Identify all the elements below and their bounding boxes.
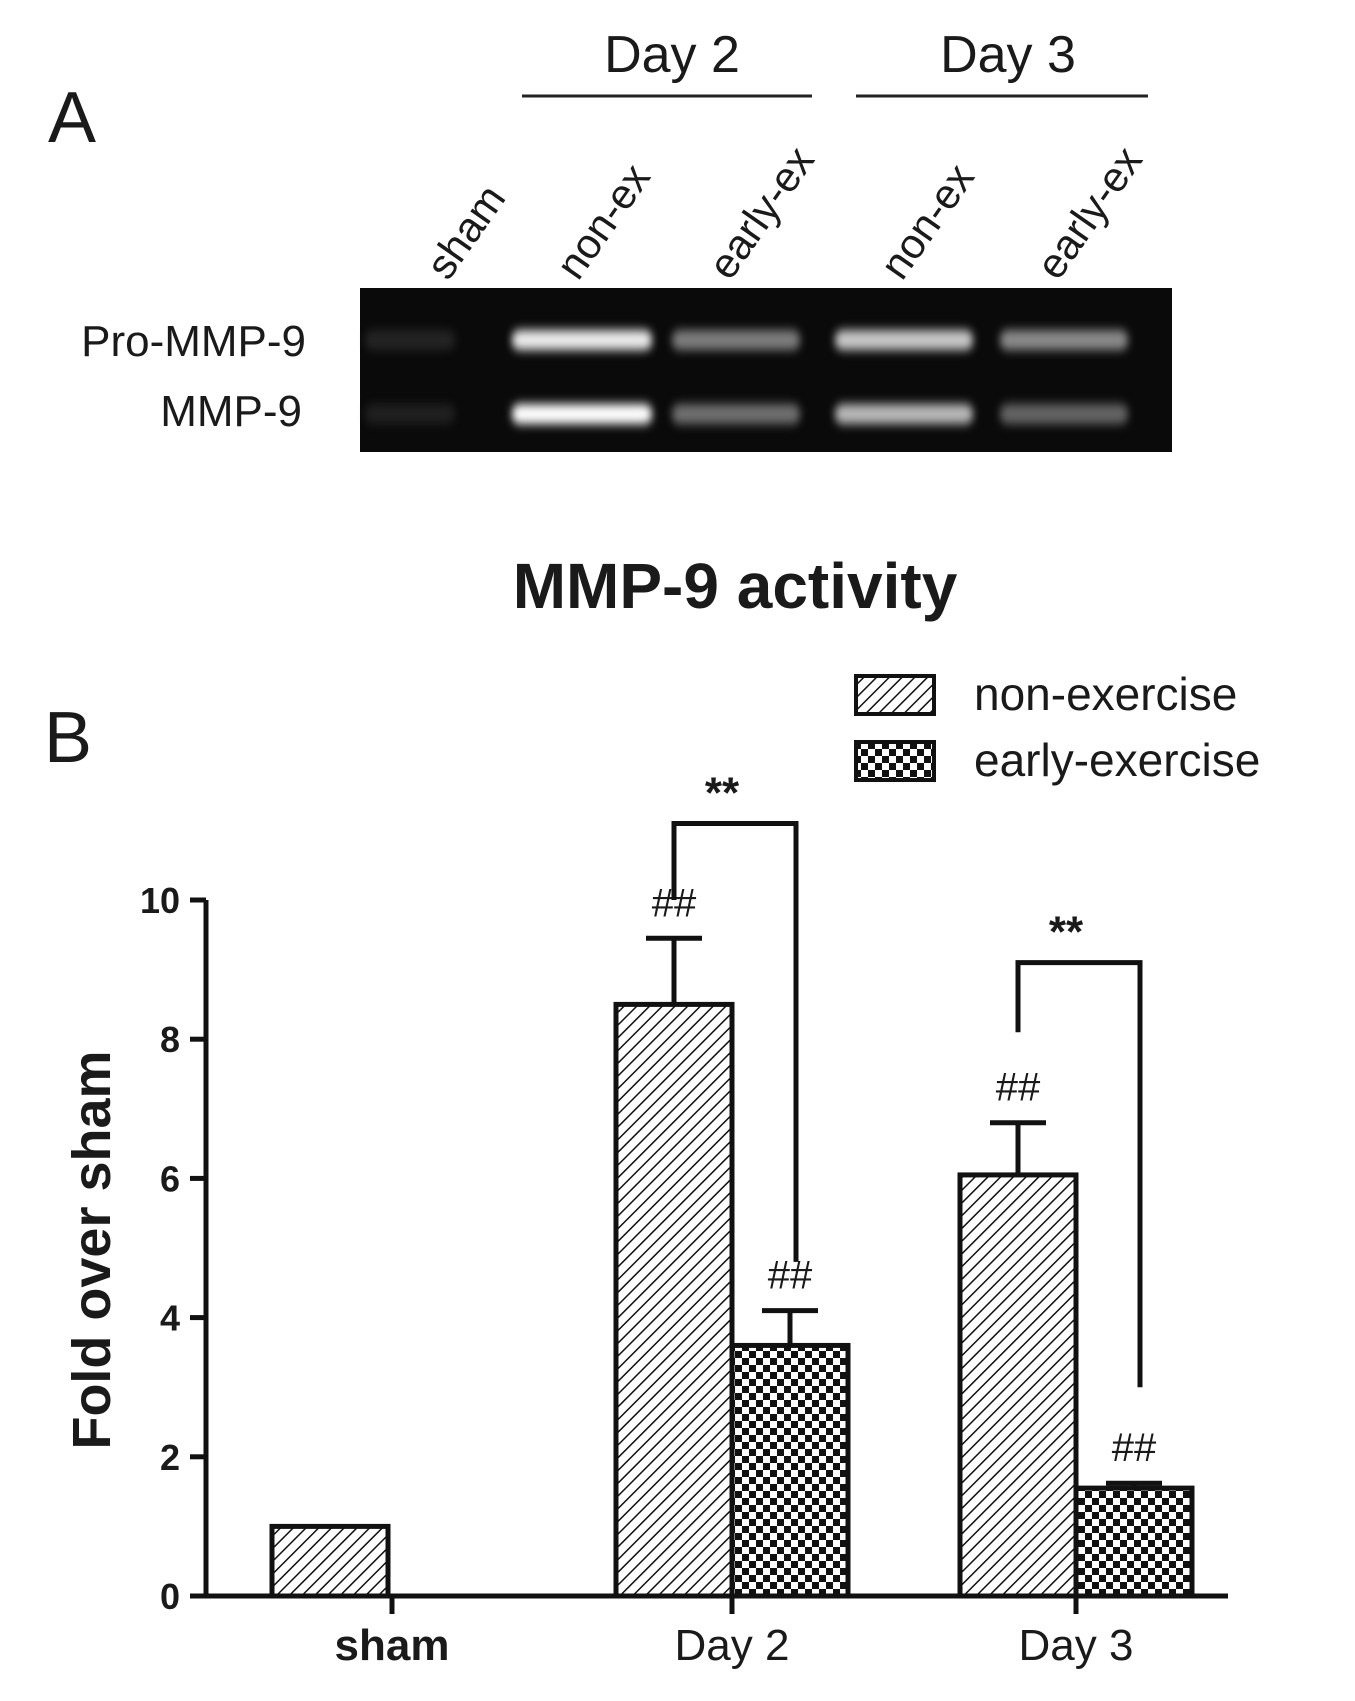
gel-band-2-mmp9: [512, 404, 652, 424]
significance-marker: **: [705, 768, 740, 817]
x-category-label-sham: sham: [335, 1621, 450, 1670]
chart-title: MMP-9 activity: [513, 550, 958, 622]
gel-band-2-pro-mmp9: [512, 330, 652, 350]
panel-a-letter: A: [48, 78, 96, 158]
band-label-mmp9: MMP-9: [160, 387, 302, 436]
gel-bands: [365, 330, 1128, 424]
gel-band-1-pro-mmp9: [365, 330, 455, 350]
band-label-pro-mmp9: Pro-MMP-9: [81, 317, 306, 366]
day3-group-label: Day 3: [940, 26, 1076, 84]
y-tick-label-4: 4: [160, 1298, 180, 1339]
hash-annotation: ##: [1112, 1426, 1157, 1470]
bar-non-exercise-day-2: [613, 1001, 735, 1599]
panel-b-letter: B: [44, 698, 92, 778]
lane-label-day3-early-ex: early-ex: [1027, 138, 1151, 287]
day2-group-label: Day 2: [604, 26, 740, 84]
y-tick-label-2: 2: [160, 1437, 180, 1478]
bar-non-exercise-sham: [269, 1523, 391, 1599]
x-category-label-day-2: Day 2: [675, 1621, 790, 1670]
bar-early-exercise-day-3: [1073, 1485, 1195, 1599]
y-tick-label-10: 10: [140, 880, 180, 921]
panel-a: A Day 2 Day 3 sham non-ex early-ex non-e…: [48, 26, 1172, 452]
hash-annotation: ##: [768, 1254, 813, 1298]
y-tick-label-0: 0: [160, 1576, 180, 1617]
y-tick-label-8: 8: [160, 1019, 180, 1060]
gel-band-3-mmp9: [672, 404, 800, 424]
hash-annotation: ##: [996, 1066, 1041, 1110]
gel-band-5-mmp9: [1000, 404, 1128, 424]
lane-label-sham: sham: [417, 176, 514, 287]
bar-early-exercise-day-2: [729, 1342, 851, 1599]
significance-bracket: [671, 820, 799, 1262]
lane-label-day2-early-ex: early-ex: [699, 138, 823, 287]
legend-label-early-exercise: early-exercise: [974, 734, 1260, 786]
gel-band-3-pro-mmp9: [672, 330, 800, 350]
x-category-label-day-3: Day 3: [1019, 1621, 1134, 1670]
significance-bracket: [1015, 960, 1143, 1388]
y-tick-label-6: 6: [160, 1158, 180, 1199]
y-axis-label: Fold over sham: [62, 1050, 122, 1449]
gel-band-4-mmp9: [835, 404, 973, 424]
legend-swatch-early-exercise: [854, 740, 936, 782]
panel-b: MMP-9 activity B non-exercise early-exer…: [44, 550, 1260, 1670]
lane-label-day3-non-ex: non-ex: [871, 155, 983, 287]
gel-band-4-pro-mmp9: [835, 330, 973, 350]
bar-non-exercise-day-3: [957, 1172, 1079, 1599]
significance-marker: **: [1049, 908, 1084, 957]
legend-swatch-non-exercise: [854, 674, 936, 716]
gel-image: [360, 288, 1172, 452]
gel-band-5-pro-mmp9: [1000, 330, 1128, 350]
lane-label-day2-non-ex: non-ex: [547, 155, 659, 287]
gel-band-1-mmp9: [365, 404, 455, 424]
legend-label-non-exercise: non-exercise: [974, 668, 1237, 720]
